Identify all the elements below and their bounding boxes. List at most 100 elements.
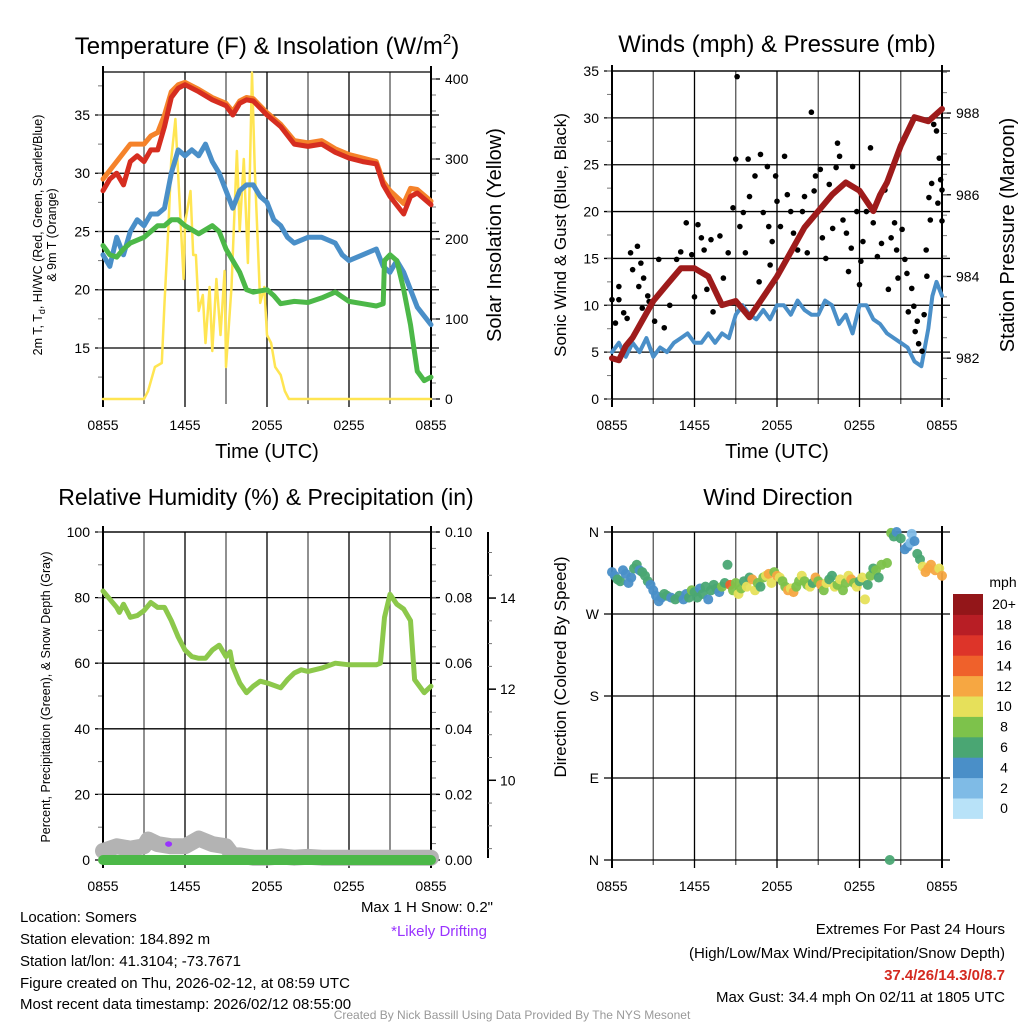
temp-y-tick-label: 35 bbox=[74, 107, 90, 123]
wind-y-tick-label: 5 bbox=[591, 344, 599, 360]
gust-point bbox=[860, 238, 866, 245]
legend-label: 4 bbox=[1000, 759, 1008, 775]
wind-y2-tick-label: 982 bbox=[956, 350, 980, 366]
gust-point bbox=[764, 163, 771, 170]
pressure-axis-title: Station Pressure (Maroon) bbox=[997, 118, 1019, 353]
legend-label: 2 bbox=[1000, 780, 1008, 796]
wind-y2-tick-label: 984 bbox=[956, 268, 980, 284]
gust-point bbox=[698, 235, 705, 241]
dir-y-tick-label: E bbox=[590, 770, 599, 786]
dir-y-tick-label: W bbox=[586, 606, 600, 622]
dir-x-tick-label: 0255 bbox=[844, 878, 875, 894]
gust-point bbox=[732, 156, 739, 162]
gust-point bbox=[926, 194, 932, 201]
rh-x-tick-label: 0255 bbox=[333, 878, 364, 894]
gust-point bbox=[701, 247, 707, 253]
temp-y2-tick-label: 400 bbox=[445, 71, 469, 87]
gust-point bbox=[756, 279, 762, 285]
gust-point bbox=[867, 145, 874, 151]
temp-y-axis-title: 2m T, Td, HI/WC (Red, Green, Scarlet/Blu… bbox=[31, 115, 47, 356]
gust-point bbox=[634, 243, 641, 250]
gust-point bbox=[937, 176, 944, 183]
station-latlon: Station lat/lon: 41.3104; -73.7671 bbox=[20, 953, 241, 970]
dir-x-tick-label: 0855 bbox=[926, 878, 957, 894]
wind-direction-point bbox=[703, 594, 714, 605]
gust-point bbox=[787, 208, 794, 215]
gust-point bbox=[629, 266, 636, 273]
gust-point bbox=[636, 283, 642, 290]
dir-panel-title: Wind Direction bbox=[703, 484, 853, 510]
gust-point bbox=[843, 230, 850, 236]
legend-swatch bbox=[953, 777, 983, 799]
wind-y2-tick-label: 986 bbox=[956, 187, 980, 203]
gust-point bbox=[734, 73, 740, 80]
gust-point bbox=[767, 262, 773, 268]
gust-point bbox=[638, 260, 644, 266]
legend-label: 20+ bbox=[992, 596, 1016, 612]
gust-point bbox=[845, 268, 852, 275]
gust-point bbox=[742, 250, 749, 256]
gust-point bbox=[935, 200, 941, 206]
gust-point bbox=[801, 193, 808, 200]
gust-point bbox=[829, 225, 836, 232]
gust-point bbox=[790, 230, 797, 236]
gust-point bbox=[772, 173, 779, 179]
gust-point bbox=[808, 109, 815, 116]
figure-created: Figure created on Thu, 2026-02-12, at 08… bbox=[20, 975, 350, 992]
temp-y-tick-label: 30 bbox=[74, 165, 90, 181]
station-pressure-line bbox=[609, 106, 945, 364]
legend-swatch bbox=[953, 634, 983, 656]
wind-direction-point bbox=[873, 572, 884, 583]
gust-point bbox=[921, 311, 927, 318]
gust-point bbox=[616, 296, 622, 303]
wind-y-axis-title: Sonic Wind & Gust (Blue, Black) bbox=[551, 113, 570, 357]
gust-point bbox=[836, 153, 843, 160]
gust-point bbox=[895, 275, 901, 281]
legend-swatch bbox=[953, 675, 983, 697]
gust-point bbox=[924, 273, 930, 280]
gust-point bbox=[888, 235, 894, 241]
rh-x-tick-label: 0855 bbox=[87, 878, 118, 894]
wind-direction-point bbox=[755, 581, 766, 592]
extremes-heading: Extremes For Past 24 Hours bbox=[816, 921, 1005, 938]
wind-direction-point bbox=[857, 572, 868, 583]
gust-point bbox=[939, 218, 945, 224]
wind-direction-point bbox=[884, 855, 895, 865]
station-location: Location: Somers bbox=[20, 909, 137, 926]
legend-label: 0 bbox=[1000, 800, 1008, 816]
rh-y-axis-title: Percent, Precipitation (Green), & Snow D… bbox=[39, 551, 53, 842]
snow-depth-tick-label: 14 bbox=[500, 590, 516, 606]
wind-direction-point bbox=[937, 570, 947, 581]
gust-point bbox=[874, 253, 881, 260]
temp-y2-tick-label: 200 bbox=[445, 231, 469, 247]
legend-title: mph bbox=[989, 574, 1016, 590]
gust-point bbox=[914, 318, 921, 325]
snow-depth-tick-label: 12 bbox=[500, 681, 516, 697]
gust-point bbox=[826, 181, 833, 188]
wind-y-tick-label: 10 bbox=[583, 297, 599, 313]
gust-point bbox=[817, 166, 824, 173]
wind-direction-point bbox=[741, 581, 752, 592]
rh-y-tick-label: 20 bbox=[74, 786, 90, 802]
wind-x-axis-title: Time (UTC) bbox=[725, 441, 829, 463]
rh-y2-tick-label: 0.04 bbox=[445, 721, 472, 737]
chart-marks: 0855 1455 2055 0255 085515202530350100200300… bbox=[67, 63, 1016, 894]
insolation-axis-title: Solar Insolation (Yellow) bbox=[484, 128, 506, 342]
wind-panel-title: Winds (mph) & Pressure (mb) bbox=[618, 31, 935, 58]
wind-x-tick-label: 2055 bbox=[761, 417, 792, 433]
legend-swatch bbox=[953, 798, 983, 819]
gust-point bbox=[745, 156, 751, 162]
rh-y2-tick-label: 0.02 bbox=[445, 786, 472, 802]
gust-point bbox=[644, 293, 651, 299]
gust-point bbox=[804, 250, 811, 256]
wind-direction-point bbox=[895, 533, 906, 544]
wind-y-tick-label: 35 bbox=[583, 63, 599, 79]
gust-point bbox=[710, 309, 716, 315]
wind-direction-point bbox=[766, 578, 777, 589]
max-gust: Max Gust: 34.4 mph On 02/11 at 1805 UTC bbox=[716, 989, 1005, 1006]
rh-y2-tick-label: 0.10 bbox=[445, 524, 472, 540]
dir-y-tick-label: N bbox=[589, 852, 599, 868]
rh-y2-tick-label: 0.00 bbox=[445, 852, 472, 868]
gust-point bbox=[620, 309, 627, 316]
